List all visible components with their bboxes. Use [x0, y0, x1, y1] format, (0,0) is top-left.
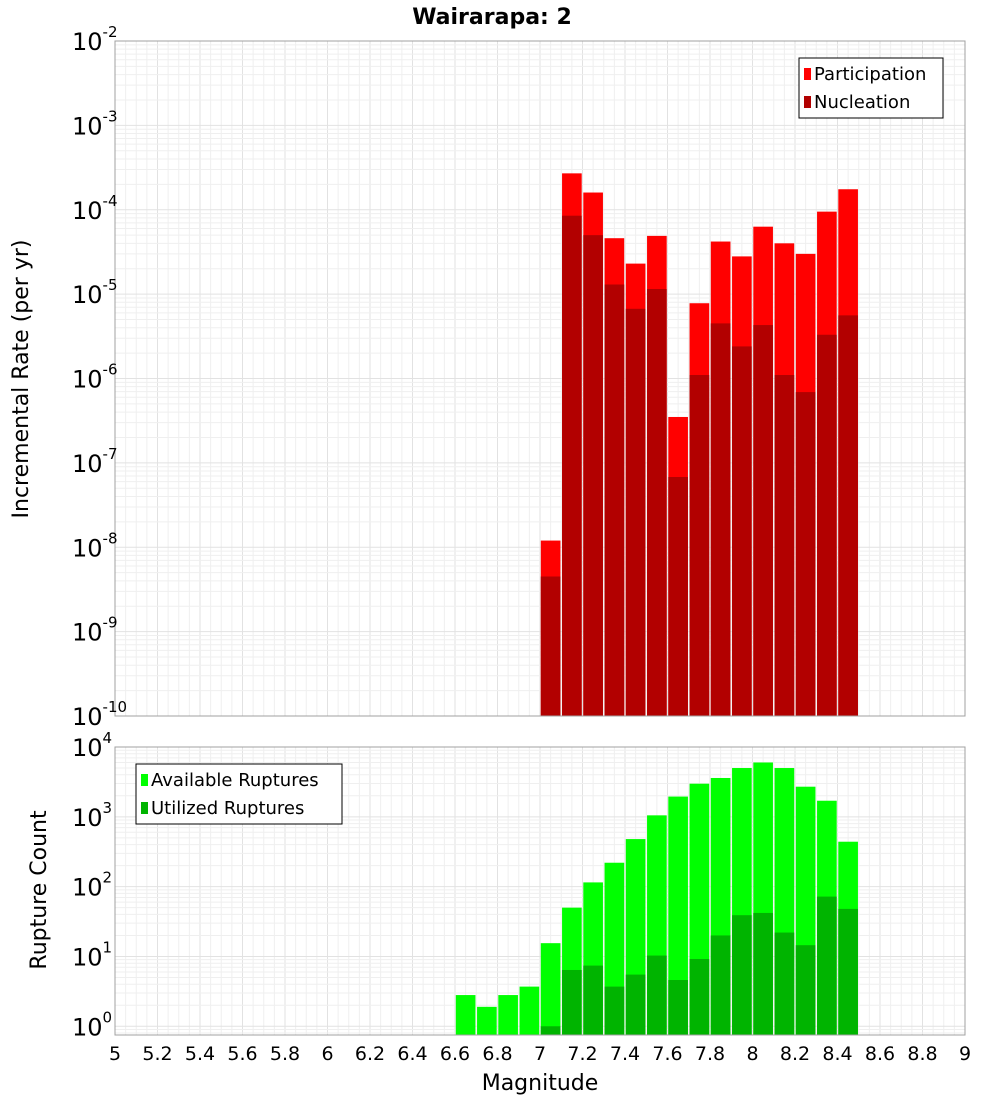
- top-legend-label: Participation: [814, 64, 926, 85]
- bottom-legend-label: Available Ruptures: [151, 770, 319, 791]
- x-ticks-layer: 5 5.2 5.4 5.6 5.8 6 6.2 6.4 6.6 6.8 7 7.2 7.4 7.6 7.8 8…: [109, 1043, 971, 1065]
- legends-layer: Participation Nucleation Available Rupture…: [135, 57, 944, 825]
- x-tick-label: 7.8: [695, 1043, 725, 1065]
- bottom-bar-utilized: [817, 896, 837, 1035]
- chart-title: Wairarapa: 2: [412, 5, 572, 30]
- bottom-bar-utilized: [540, 1026, 561, 1035]
- top-y-tick-label: 10-2: [72, 23, 118, 56]
- top-y-axis-title: Incremental Rate (per yr): [9, 240, 34, 519]
- bottom-plot-area: [114, 746, 966, 1036]
- top-bar-nucleation: [838, 315, 858, 716]
- top-plot-area: [114, 40, 966, 717]
- top-bar-nucleation: [710, 323, 731, 716]
- top-y-tick-label: 10-3: [72, 107, 118, 140]
- top-legend: Participation Nucleation: [798, 57, 944, 119]
- x-tick-label: 6.8: [482, 1043, 512, 1065]
- bottom-legend-swatch: [141, 774, 148, 786]
- x-tick-label: 6.2: [355, 1043, 385, 1065]
- x-tick-label: 6.6: [440, 1043, 470, 1065]
- top-bar-nucleation: [795, 392, 816, 716]
- bottom-bar-available: [455, 995, 476, 1035]
- bottom-y-tick-label: 101: [72, 938, 112, 971]
- x-tick-label: 5.6: [227, 1043, 257, 1065]
- top-y-tick-label: 10-6: [72, 361, 118, 394]
- top-legend-label: Nucleation: [814, 92, 910, 113]
- bottom-bar-available: [498, 995, 518, 1035]
- top-bar-nucleation: [583, 235, 603, 716]
- y-ticks-layer: 10-10 10-9 10-8 10-7 10-6 10-5 10-4 10-3 10-2 100…: [72, 23, 127, 1041]
- bottom-y-tick-label: 104: [72, 729, 112, 762]
- top-y-tick-label: 10-8: [72, 529, 118, 562]
- bottom-bar-utilized: [689, 958, 710, 1035]
- top-y-tick-label: 10-4: [72, 192, 118, 225]
- x-tick-label: 6.4: [397, 1043, 427, 1065]
- x-tick-label: 5.2: [142, 1043, 172, 1065]
- bottom-y-tick-label: 102: [72, 869, 112, 902]
- bottom-bar-utilized: [732, 915, 752, 1035]
- top-bar-nucleation: [625, 308, 646, 716]
- top-bar-nucleation: [774, 375, 795, 716]
- x-tick-label: 7.6: [652, 1043, 682, 1065]
- top-bar-nucleation: [604, 284, 625, 716]
- bottom-bar-utilized: [562, 969, 582, 1035]
- x-tick-label: 9: [959, 1043, 971, 1065]
- x-tick-label: 5.4: [185, 1043, 215, 1065]
- top-bar-nucleation: [562, 215, 582, 717]
- top-bar-nucleation: [647, 289, 667, 716]
- x-tick-label: 5: [109, 1043, 121, 1065]
- x-axis-title: Magnitude: [482, 1071, 599, 1096]
- top-y-tick-label: 10-7: [72, 445, 118, 478]
- frames-layer: [114, 40, 966, 1036]
- bottom-bar-utilized: [838, 908, 858, 1035]
- top-y-tick-label: 10-9: [72, 614, 118, 647]
- top-legend-swatch: [804, 96, 811, 108]
- bottom-bar-available: [519, 986, 540, 1035]
- top-bar-nucleation: [668, 477, 688, 716]
- bottom-legend-swatch: [141, 802, 148, 814]
- bottom-bar-available: [477, 1006, 497, 1035]
- bottom-bar-utilized: [668, 980, 688, 1035]
- x-tick-label: 5.8: [270, 1043, 300, 1065]
- bars-layer: [455, 173, 858, 1035]
- x-tick-label: 8.8: [907, 1043, 937, 1065]
- x-tick-label: 7.2: [567, 1043, 597, 1065]
- x-tick-label: 7.4: [610, 1043, 640, 1065]
- bottom-bar-utilized: [604, 986, 625, 1035]
- top-bar-nucleation: [753, 325, 773, 716]
- bottom-bar-available: [668, 796, 688, 1035]
- top-y-tick-label: 10-10: [72, 698, 127, 731]
- bottom-bar-utilized: [795, 945, 816, 1035]
- top-bar-nucleation: [732, 346, 752, 716]
- bottom-bar-available: [540, 943, 561, 1035]
- top-bar-nucleation: [689, 375, 710, 716]
- bottom-bar-utilized: [583, 965, 603, 1035]
- x-tick-label: 7: [534, 1043, 546, 1065]
- top-legend-swatch: [804, 68, 811, 80]
- bottom-legend-box: [135, 763, 343, 825]
- bottom-bar-utilized: [647, 955, 667, 1035]
- bottom-bar-utilized: [774, 932, 795, 1035]
- bottom-y-tick-label: 103: [72, 799, 112, 832]
- x-tick-label: 8.2: [780, 1043, 810, 1065]
- bottom-bar-utilized: [625, 974, 646, 1035]
- x-tick-label: 8.6: [865, 1043, 895, 1065]
- top-bar-nucleation: [540, 576, 561, 716]
- x-tick-label: 8.4: [822, 1043, 852, 1065]
- top-legend-box: [798, 57, 944, 119]
- top-y-tick-label: 10-5: [72, 276, 118, 309]
- bottom-bar-utilized: [710, 935, 731, 1035]
- bottom-legend: Available Ruptures Utilized Ruptures: [135, 763, 343, 825]
- grid-layer: [114, 40, 966, 1035]
- top-bar-nucleation: [817, 334, 837, 716]
- x-tick-label: 6: [321, 1043, 333, 1065]
- bottom-bar-utilized: [753, 912, 773, 1035]
- bottom-y-axis-title: Rupture Count: [27, 810, 52, 970]
- x-tick-label: 8: [746, 1043, 758, 1065]
- bottom-y-tick-label: 100: [72, 1008, 112, 1041]
- bottom-legend-label: Utilized Ruptures: [151, 798, 304, 819]
